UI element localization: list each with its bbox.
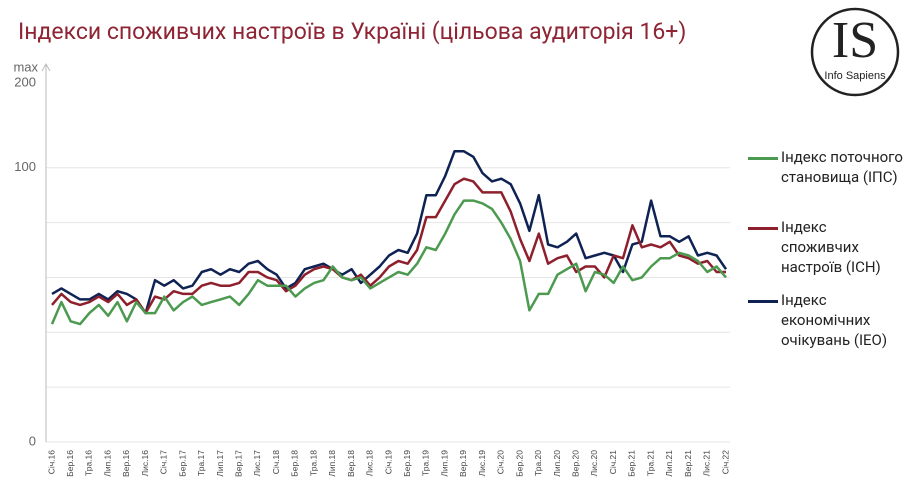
x-tick-label: Лис.16 — [140, 450, 150, 477]
x-tick-label: Лис.21 — [702, 450, 712, 477]
x-tick-label: Січ.22 — [720, 450, 730, 475]
legend-label: Індекс економічних очікувань (ІЕО) — [781, 291, 888, 349]
x-tick-label: Лип.17 — [215, 450, 225, 477]
x-tick-label: Бер.21 — [627, 450, 637, 477]
x-tick-label: Вер.20 — [570, 450, 580, 477]
x-tick-label: Лип.20 — [552, 450, 562, 477]
series-line — [51, 177, 726, 315]
x-tick-label: Лис.17 — [252, 450, 262, 477]
legend-label: Індекс поточного становища (ІПС) — [781, 148, 903, 186]
x-tick-label: Бер.17 — [177, 450, 187, 477]
x-tick-label: Тра.18 — [308, 450, 318, 476]
x-tick-label: Бер.16 — [65, 450, 75, 477]
y-tick-label: 0 — [29, 433, 36, 448]
logo-text: Info Sapiens — [824, 70, 886, 82]
x-tick-label: Тра.19 — [421, 450, 431, 476]
x-tick-label: Січ.16 — [46, 450, 56, 475]
series-line — [51, 150, 728, 315]
x-tick-label: Лип.16 — [102, 450, 112, 477]
x-tick-label: Лип.21 — [664, 450, 674, 477]
x-tick-label: Січ.19 — [383, 450, 393, 475]
logo-mark: IS — [832, 12, 878, 69]
y-axis-arrow — [41, 62, 51, 72]
x-tick-label: Бер.18 — [290, 450, 300, 477]
x-tick-label: Лис.20 — [589, 450, 599, 477]
x-tick-label: Січ.20 — [496, 450, 506, 475]
x-tick-label: Січ.21 — [608, 450, 618, 475]
x-tick-label: Тра.20 — [533, 450, 543, 476]
x-tick-label: Вер.16 — [121, 450, 131, 477]
x-tick-label: Вер.21 — [683, 450, 693, 477]
legend-entry: Індекс економічних очікувань (ІЕО) — [748, 290, 901, 350]
x-tick-label: Вер.18 — [346, 450, 356, 477]
x-tick-label: Тра.21 — [645, 450, 655, 476]
x-tick-label: Січ.17 — [159, 450, 169, 475]
x-tick-label: Лис.18 — [365, 450, 375, 477]
y-axis-top-text: 200 — [14, 74, 36, 89]
x-tick-label: Тра.16 — [84, 450, 94, 476]
legend-label: Індекс споживчих настроїв (ІСН) — [781, 218, 881, 276]
logo-circle — [810, 7, 900, 97]
x-tick-label: Бер.19 — [402, 450, 412, 477]
series-line — [50, 199, 727, 326]
x-tick-label: Вер.19 — [458, 450, 468, 477]
legend-entry: Індекс споживчих настроїв (ІСН) — [748, 217, 901, 277]
legend-swatch — [748, 227, 778, 230]
x-tick-label: Лис.19 — [477, 450, 487, 477]
x-tick-label: Січ.18 — [271, 450, 281, 475]
legend-swatch — [748, 300, 778, 303]
chart-title: Індекси споживчих настроїв в Україні (ці… — [18, 18, 687, 45]
x-tick-label: Лип.18 — [327, 450, 337, 477]
legend-entry: Індекс поточного становища (ІПС) — [748, 147, 921, 187]
legend-swatch — [748, 157, 778, 160]
x-tick-label: Лип.19 — [439, 450, 449, 477]
x-tick-label: Бер.20 — [514, 450, 524, 477]
x-tick-label: Вер.17 — [233, 450, 243, 477]
y-tick-label: 100 — [14, 159, 36, 174]
y-axis-max-text: max — [13, 59, 38, 74]
x-tick-label: Тра.17 — [196, 450, 206, 476]
